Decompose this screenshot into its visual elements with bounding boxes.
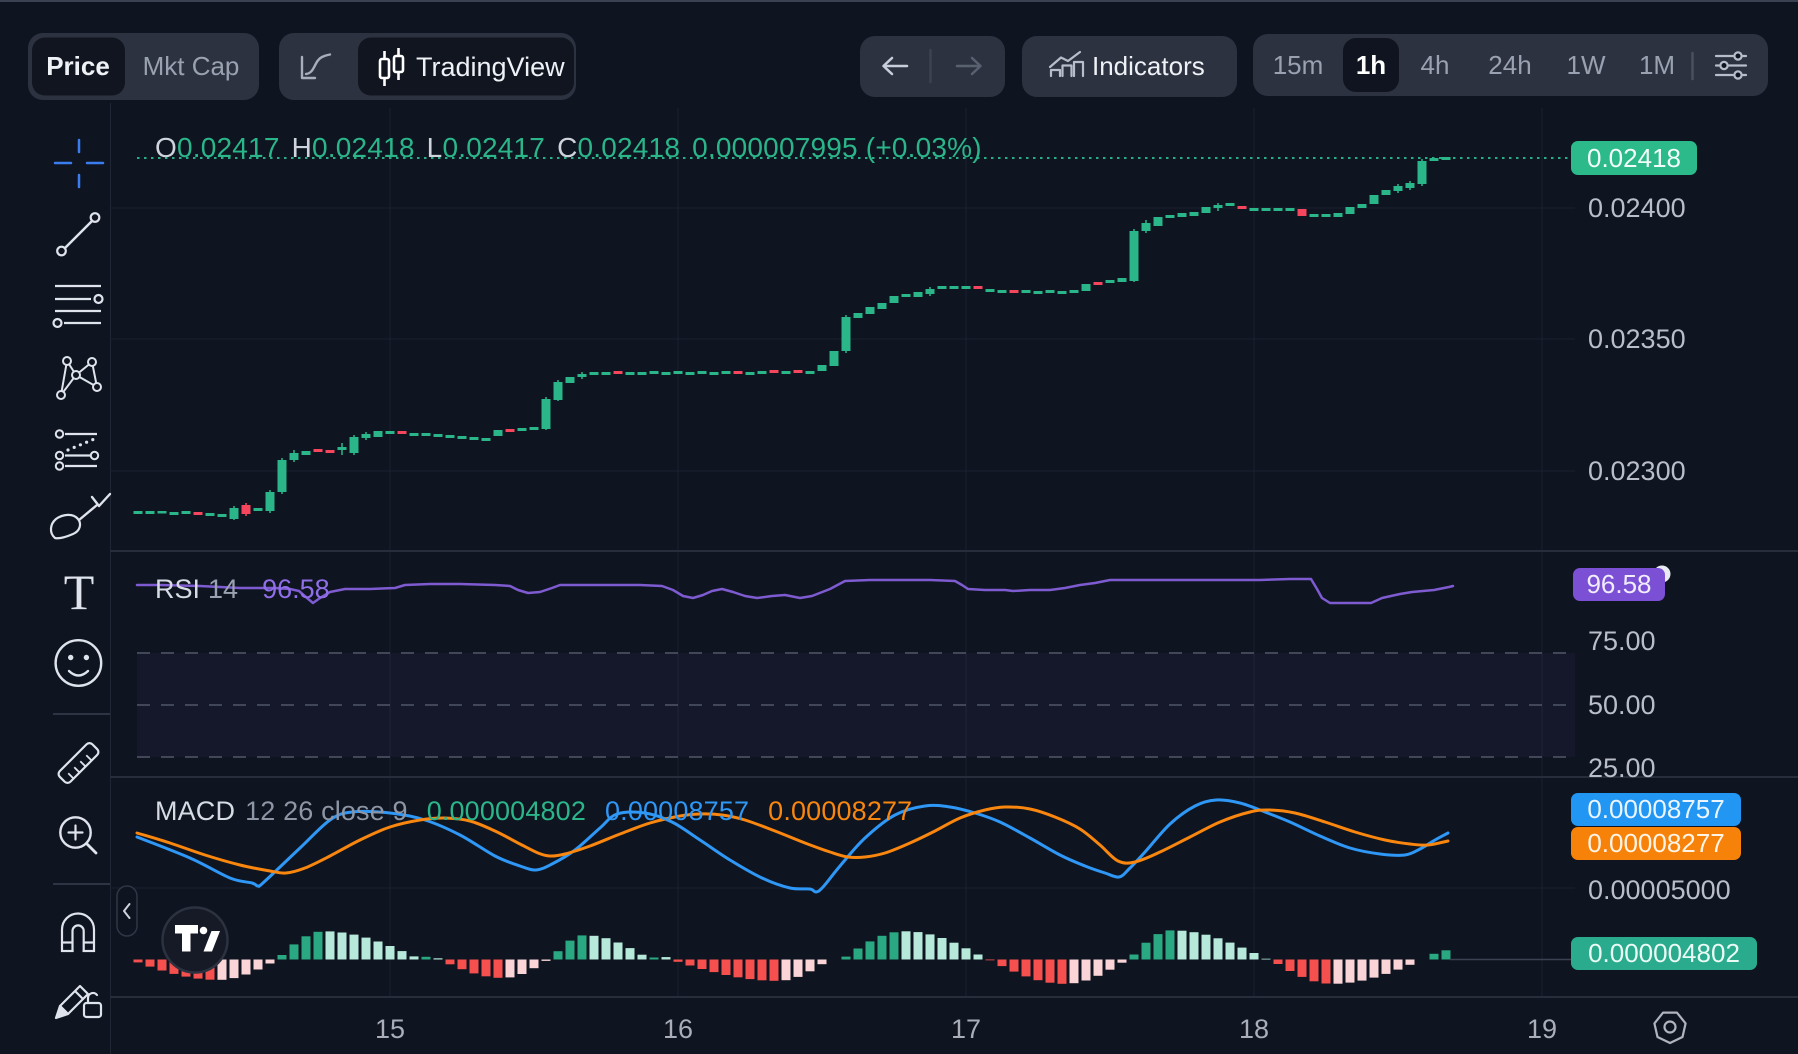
svg-text:16: 16 bbox=[663, 1014, 693, 1044]
svg-text:1h: 1h bbox=[1356, 50, 1386, 80]
svg-text:TradingView: TradingView bbox=[416, 52, 565, 82]
svg-text:1M: 1M bbox=[1639, 50, 1675, 80]
svg-text:25.00: 25.00 bbox=[1588, 753, 1656, 783]
svg-text:1W: 1W bbox=[1567, 50, 1606, 80]
svg-text:0.02418: 0.02418 bbox=[1587, 143, 1681, 173]
svg-text:0.02350: 0.02350 bbox=[1588, 324, 1686, 354]
svg-text:75.00: 75.00 bbox=[1588, 626, 1656, 656]
svg-text:17: 17 bbox=[951, 1014, 981, 1044]
svg-text:4h: 4h bbox=[1421, 50, 1450, 80]
svg-text:24h: 24h bbox=[1488, 50, 1531, 80]
svg-text:96.58: 96.58 bbox=[1586, 569, 1651, 599]
svg-text:0.00008757: 0.00008757 bbox=[1587, 794, 1724, 824]
svg-text:Indicators: Indicators bbox=[1092, 51, 1205, 81]
svg-text:0.02400: 0.02400 bbox=[1588, 193, 1686, 223]
svg-text:Price: Price bbox=[46, 51, 110, 81]
svg-text:15: 15 bbox=[375, 1014, 405, 1044]
svg-text:0.00005000: 0.00005000 bbox=[1588, 875, 1731, 905]
svg-text:0.000004802: 0.000004802 bbox=[1588, 938, 1740, 968]
svg-text:T: T bbox=[64, 564, 95, 620]
svg-text:0.02300: 0.02300 bbox=[1588, 456, 1686, 486]
svg-text:19: 19 bbox=[1527, 1014, 1557, 1044]
svg-text:18: 18 bbox=[1239, 1014, 1269, 1044]
svg-text:15m: 15m bbox=[1273, 50, 1324, 80]
svg-text:50.00: 50.00 bbox=[1588, 690, 1656, 720]
svg-text:0.00008277: 0.00008277 bbox=[1587, 828, 1724, 858]
svg-text:Mkt Cap: Mkt Cap bbox=[143, 51, 240, 81]
